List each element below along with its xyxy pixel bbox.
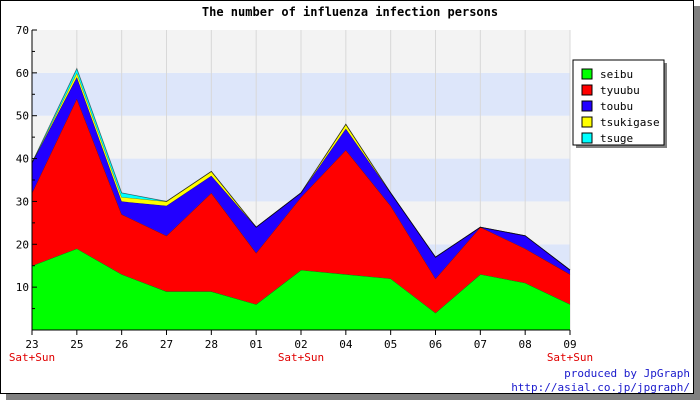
x-tick-label: 01 — [250, 338, 263, 351]
weekend-label: Sat+Sun — [547, 351, 593, 364]
legend-swatch-toubu — [581, 100, 593, 112]
legend: seibu tyuubu toubu tsukigase tsuge — [572, 59, 667, 148]
x-tick-label: 05 — [384, 338, 397, 351]
y-tick-label: 50 — [16, 110, 29, 123]
x-tick-label: 25 — [70, 338, 83, 351]
legend-swatch-tsukigase — [581, 116, 593, 128]
y-tick-label: 70 — [16, 24, 29, 37]
area-toubu — [32, 77, 570, 279]
y-tick-label: 40 — [16, 153, 29, 166]
area-outline-tsuge — [31, 67, 571, 271]
y-tick-label: 10 — [16, 281, 29, 294]
legend-label-seibu: seibu — [600, 68, 633, 81]
legend-label-toubu: toubu — [600, 100, 633, 113]
y-tick-label: 60 — [16, 67, 29, 80]
y-tick-labels: 10 20 30 40 50 60 70 — [16, 24, 37, 310]
legend-label-tyuubu: tyuubu — [600, 84, 640, 97]
y-tick-label: 20 — [16, 238, 29, 251]
area-series — [31, 67, 571, 330]
x-tick-label: 09 — [563, 338, 576, 351]
credit-line-1: produced by JpGraph — [564, 367, 690, 380]
legend-swatch-tsuge — [581, 132, 593, 144]
x-tick-label: 07 — [474, 338, 487, 351]
x-tick-label: 06 — [429, 338, 442, 351]
x-tick-label: 26 — [115, 338, 128, 351]
x-tick-label: 27 — [160, 338, 173, 351]
weekend-label: Sat+Sun — [9, 351, 55, 364]
y-tick-label: 30 — [16, 195, 29, 208]
legend-label-tsukigase: tsukigase — [600, 116, 660, 129]
weekend-label: Sat+Sun — [278, 351, 324, 364]
legend-label-tsuge: tsuge — [600, 132, 633, 145]
x-tick-label: 02 — [294, 338, 307, 351]
legend-swatch-seibu — [581, 68, 593, 80]
x-tick-label: 04 — [339, 338, 353, 351]
credit-line-2[interactable]: http://asial.co.jp/jpgraph/ — [511, 381, 690, 394]
area-seibu — [32, 248, 570, 330]
x-tick-label: 08 — [519, 338, 532, 351]
legend-swatch-tyuubu — [581, 84, 593, 96]
x-tick-label: 23 — [25, 338, 38, 351]
x-tick-label: 28 — [205, 338, 218, 351]
chart-title: The number of influenza infection person… — [202, 5, 498, 19]
area-tyuubu — [32, 98, 570, 313]
